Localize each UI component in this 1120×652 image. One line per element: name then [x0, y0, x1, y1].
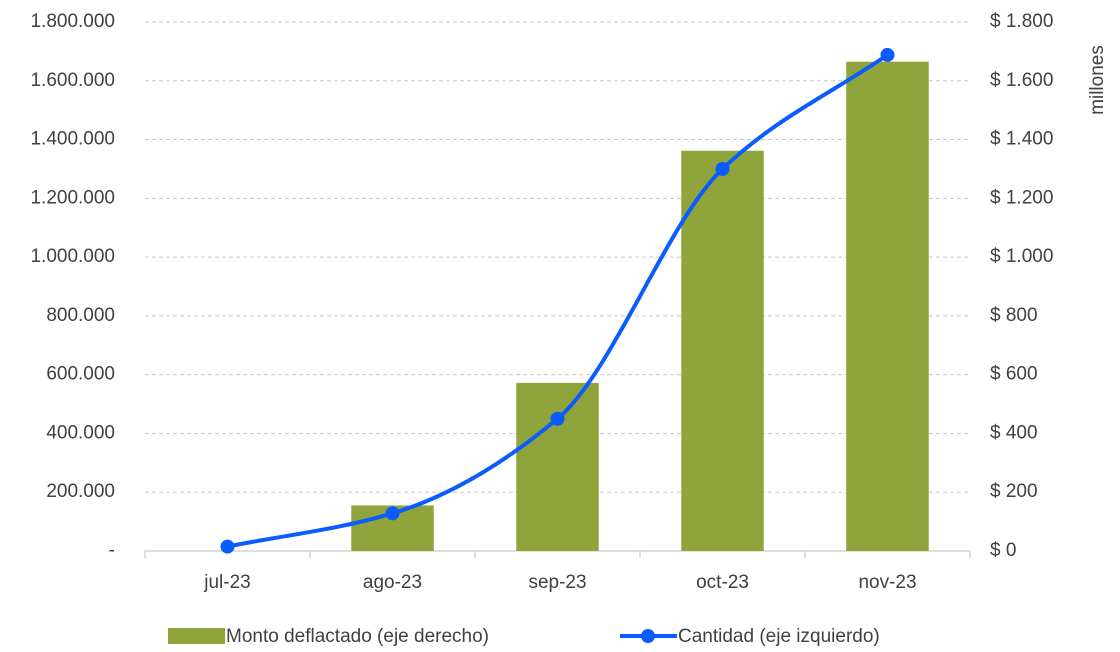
line-marker	[880, 47, 895, 62]
y-tick-label: 800.000	[46, 305, 115, 326]
y-tick-label: 400.000	[46, 422, 115, 443]
y-tick-label: 1.800.000	[30, 11, 115, 32]
line-marker	[715, 161, 730, 176]
y2-tick-label: $ 600	[990, 364, 1038, 385]
y2-tick-label: $ 1.000	[990, 246, 1053, 267]
y-tick-label: 1.000.000	[30, 246, 115, 267]
y-tick-label: 1.400.000	[30, 129, 115, 150]
x-tick-label: oct-23	[696, 572, 749, 593]
x-tick-label: jul-23	[203, 572, 250, 593]
legend-label: Monto deflactado (eje derecho)	[226, 626, 489, 647]
y-tick-label: 1.600.000	[30, 70, 115, 91]
x-tick-label: nov-23	[858, 572, 916, 593]
y2-tick-label: $ 0	[990, 540, 1016, 561]
y-tick-label: 200.000	[46, 481, 115, 502]
y2-axis-label: millones	[1087, 45, 1108, 115]
bar	[846, 61, 929, 552]
y2-tick-label: $ 400	[990, 422, 1038, 443]
y2-tick-label: $ 800	[990, 305, 1038, 326]
y-tick-label: -	[109, 540, 115, 561]
bar	[516, 382, 599, 551]
y2-tick-label: $ 1.400	[990, 129, 1053, 150]
legend-swatch	[168, 628, 225, 644]
line-marker	[220, 539, 235, 554]
legend-label: Cantidad (eje izquierdo)	[678, 626, 880, 647]
y2-tick-label: $ 1.600	[990, 70, 1053, 91]
x-tick-label: ago-23	[363, 572, 422, 593]
y-tick-label: 1.200.000	[30, 187, 115, 208]
y2-tick-label: $ 1.200	[990, 187, 1053, 208]
line-marker	[550, 411, 565, 426]
line-marker	[385, 506, 400, 521]
bar	[681, 150, 764, 551]
line	[227, 53, 889, 549]
x-tick-label: sep-23	[528, 572, 586, 593]
legend-swatch	[641, 629, 655, 643]
y2-tick-label: $ 200	[990, 481, 1038, 502]
y-tick-label: 600.000	[46, 364, 115, 385]
y2-tick-label: $ 1.800	[990, 11, 1053, 32]
